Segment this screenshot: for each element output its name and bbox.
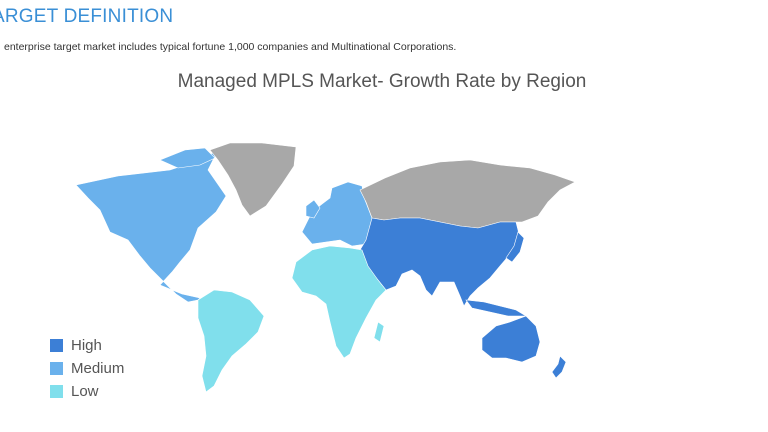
legend-swatch-medium	[50, 362, 63, 375]
region-greenland	[209, 142, 297, 217]
legend-swatch-low	[50, 385, 63, 398]
region-uk-ireland	[305, 199, 321, 219]
page-heading: ARGET DEFINITION	[0, 6, 174, 27]
legend-item-high: High	[50, 334, 124, 357]
region-indonesia	[465, 299, 528, 317]
legend-label-medium: Medium	[71, 360, 125, 377]
region-russia	[359, 159, 576, 229]
region-asia	[359, 217, 521, 307]
legend-swatch-high	[50, 339, 63, 352]
page-description: enterprise target market includes typica…	[4, 41, 457, 53]
legend-item-low: Low	[50, 380, 124, 403]
map-title: Managed MPLS Market- Growth Rate by Regi…	[177, 71, 587, 92]
region-madagascar	[373, 321, 385, 343]
region-africa	[291, 245, 387, 359]
region-new-zealand	[551, 355, 567, 379]
world-map	[75, 142, 576, 393]
map-legend: High Medium Low	[50, 334, 124, 403]
region-north-america	[75, 149, 227, 303]
region-australia	[481, 315, 541, 363]
region-japan	[505, 231, 525, 263]
region-canadian-arctic	[159, 147, 216, 169]
legend-item-medium: Medium	[50, 357, 124, 380]
legend-label-high: High	[71, 337, 102, 354]
legend-label-low: Low	[71, 383, 99, 400]
region-south-america	[197, 289, 265, 393]
